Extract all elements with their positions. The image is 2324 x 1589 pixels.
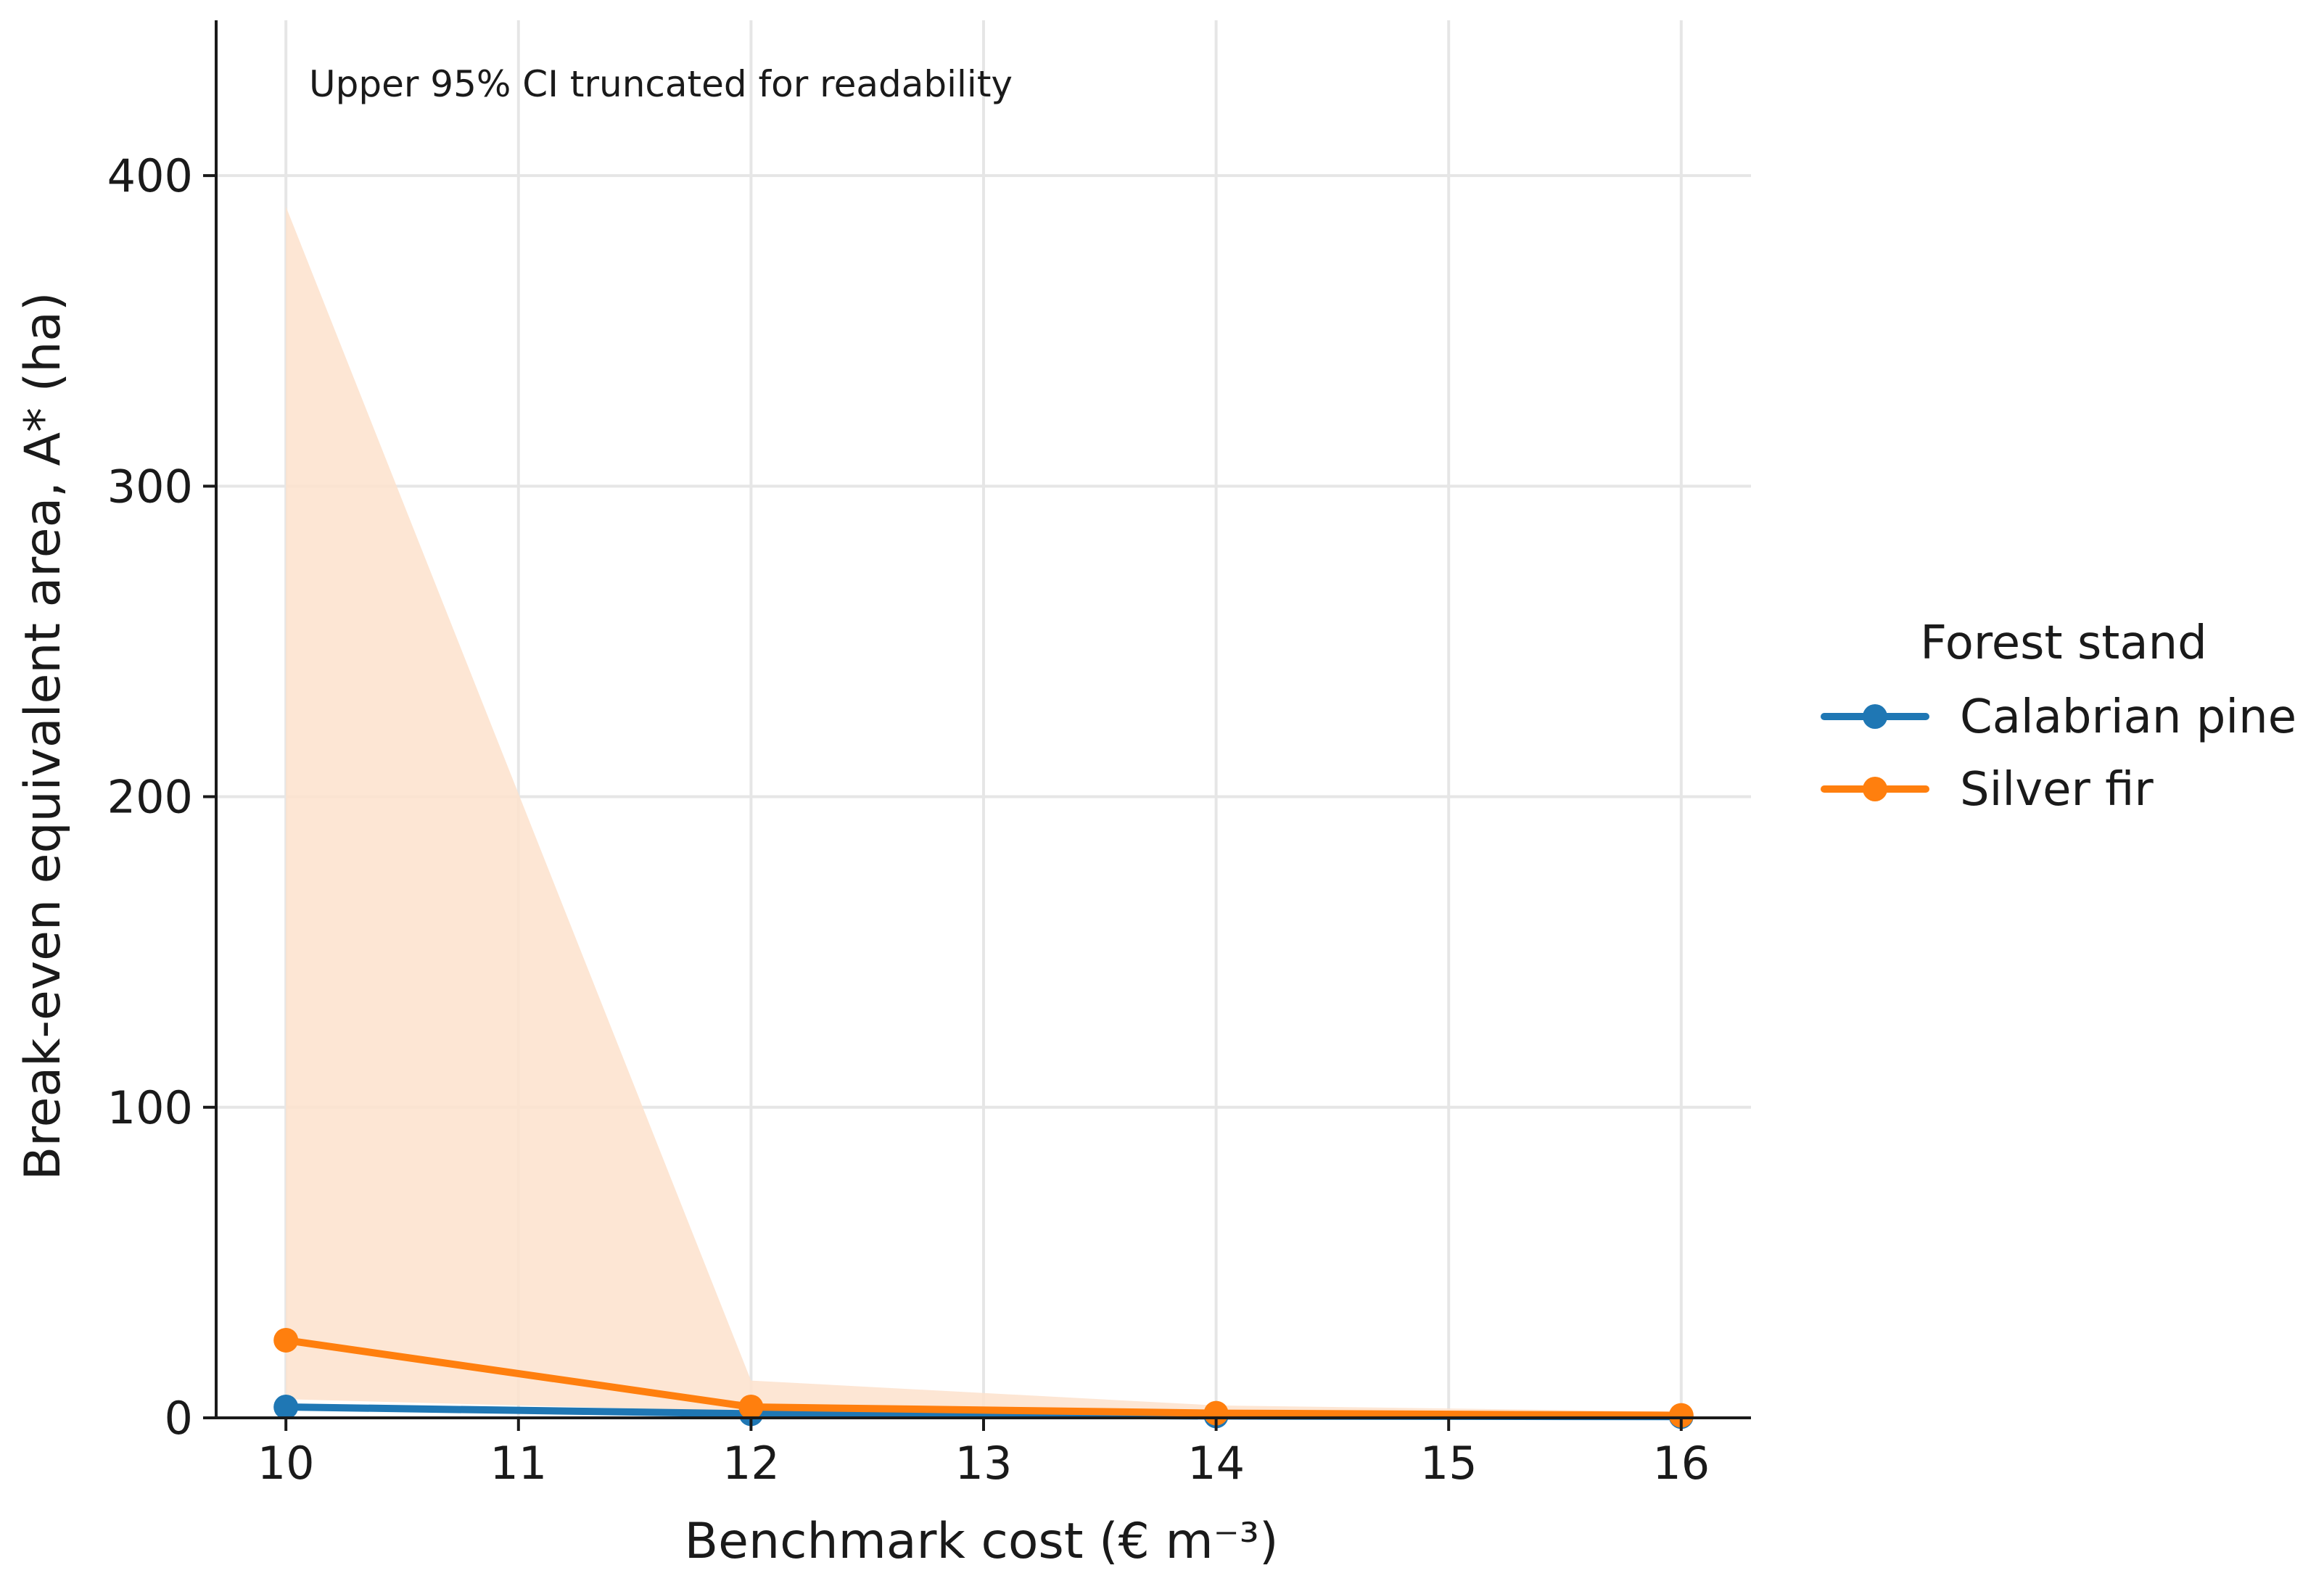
ticks: 10 11 12 13 14 15 16 0 100 200 300 400 bbox=[107, 149, 1710, 1490]
x-axis-label: Benchmark cost (€ m⁻³) bbox=[685, 1513, 1279, 1570]
plot-area: 10 11 12 13 14 15 16 0 100 200 300 400 bbox=[107, 20, 1751, 1490]
y-axis-label: Break-even equivalent area, A* (ha) bbox=[15, 292, 72, 1181]
series-line bbox=[282, 1336, 1685, 1419]
legend-entries: Calabrian pine Silver fir bbox=[1821, 690, 2296, 817]
y-tick-label: 200 bbox=[107, 771, 193, 824]
x-tick-label: 13 bbox=[955, 1437, 1013, 1490]
x-tick-label: 10 bbox=[257, 1437, 315, 1490]
legend-label: Silver fir bbox=[1960, 763, 2154, 817]
data-point bbox=[1203, 1400, 1229, 1426]
y-tick-label: 100 bbox=[107, 1081, 193, 1134]
x-tick-label: 16 bbox=[1652, 1437, 1710, 1490]
legend-title: Forest stand bbox=[1920, 616, 2207, 670]
legend-label: Calabrian pine bbox=[1960, 690, 2296, 744]
data-point bbox=[273, 1327, 299, 1353]
ci-band bbox=[286, 206, 1681, 1416]
ci-annotation: Upper 95% CI truncated for readability bbox=[309, 63, 1013, 105]
series-lines bbox=[273, 1327, 1694, 1429]
legend-marker bbox=[1863, 777, 1887, 801]
x-tick-label: 15 bbox=[1420, 1437, 1478, 1490]
y-tick-label: 0 bbox=[165, 1392, 193, 1445]
x-tick-label: 14 bbox=[1187, 1437, 1245, 1490]
legend-marker bbox=[1863, 704, 1887, 729]
grid bbox=[216, 20, 1751, 1419]
data-point bbox=[1668, 1403, 1694, 1428]
confidence-bands bbox=[286, 206, 1681, 1416]
x-tick-label: 12 bbox=[722, 1437, 780, 1490]
x-tick-label: 11 bbox=[490, 1437, 547, 1490]
data-point bbox=[273, 1395, 299, 1420]
y-tick-label: 300 bbox=[107, 460, 193, 513]
data-point bbox=[738, 1395, 764, 1420]
legend: Forest stand Calabrian pine Silver fir bbox=[1821, 616, 2296, 817]
y-tick-label: 400 bbox=[107, 149, 193, 202]
